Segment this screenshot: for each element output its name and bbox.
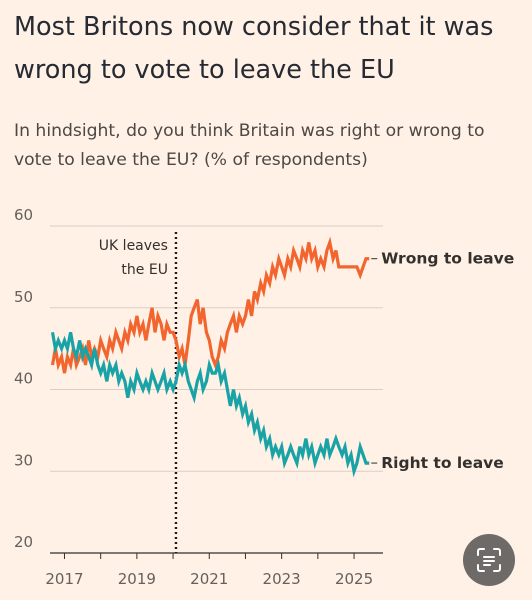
right-to-leave-line [50,331,370,478]
y-tick-label: 60 [14,206,33,224]
brexit-annotation-text: the EU [121,262,168,278]
text-scan-button[interactable] [463,534,515,586]
x-tick-label: 2019 [118,570,156,588]
x-tick-label: 2021 [190,570,228,588]
brexit-annotation-text: UK leaves [99,238,168,254]
x-tick-label: 2023 [263,570,301,588]
chart-title: Most Britons now consider that it was wr… [14,12,494,85]
y-tick-label: 50 [14,288,33,306]
right-to-leave-label: Right to leave [381,454,504,472]
y-tick-label: 30 [14,451,33,469]
chart-subtitle: In hindsight, do you think Britain was r… [14,121,485,170]
x-tick-label: 2025 [335,570,373,588]
wrong-to-leave-line [50,236,370,374]
y-tick-label: 20 [14,533,33,551]
text-scan-icon [477,548,501,572]
x-tick-label: 2017 [45,570,83,588]
y-tick-label: 40 [14,370,33,388]
wrong-to-leave-label: Wrong to leave [381,250,514,268]
